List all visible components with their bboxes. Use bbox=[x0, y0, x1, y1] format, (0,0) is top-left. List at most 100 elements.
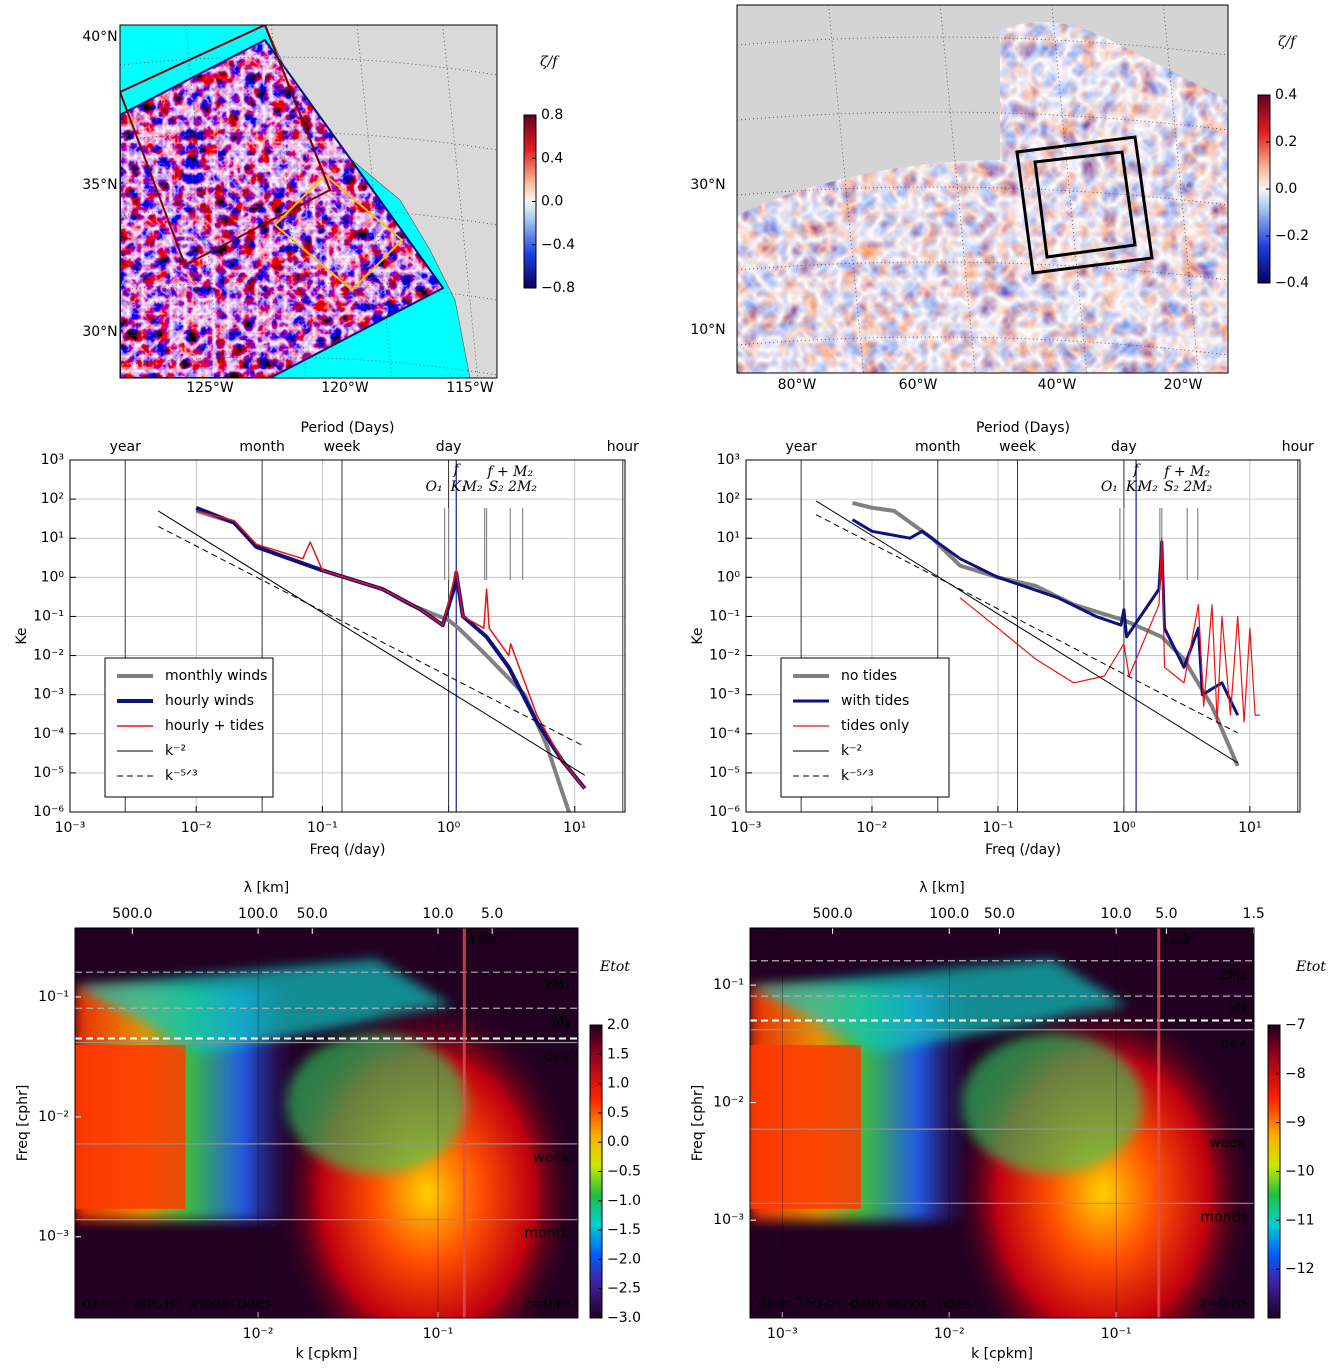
legend-label: hourly winds bbox=[165, 693, 254, 709]
colorbar-label: Etot bbox=[599, 959, 630, 975]
spectrum-image: λsdr bbox=[750, 928, 1254, 1318]
top-axis-label: Period (Days) bbox=[976, 420, 1070, 436]
y-axis-label: Ke bbox=[14, 627, 30, 644]
y-tick-label: 10⁻³ bbox=[38, 1229, 69, 1245]
low-k-core bbox=[750, 1045, 861, 1209]
top-axis-label: λ [km] bbox=[244, 880, 289, 896]
colorbar-tick-label: 0.0 bbox=[541, 194, 563, 210]
colorbar-tick-label: −8 bbox=[1285, 1066, 1306, 1082]
colorbar-tick-label: −2.5 bbox=[607, 1281, 641, 1297]
tide-label: O₁ bbox=[1101, 479, 1118, 495]
x-tick-label: 10¹ bbox=[1238, 820, 1261, 836]
colorbar-tick-label: −0.5 bbox=[607, 1164, 641, 1180]
frequency-label: M₂ bbox=[1228, 1002, 1246, 1018]
frequency-label: 2M₂ bbox=[543, 978, 570, 994]
x-axis-label: Freq (/day) bbox=[310, 842, 386, 858]
note: dx = 1 km, HF winds, tides bbox=[83, 1296, 271, 1312]
frequency-label: f bbox=[565, 1021, 571, 1037]
y-tick-label: 10⁻¹ bbox=[33, 608, 64, 624]
top-tick-label: week bbox=[999, 439, 1037, 455]
lat-label: 35°N bbox=[82, 177, 117, 193]
colorbar-tick-label: −1.0 bbox=[607, 1193, 641, 1209]
graticule bbox=[120, 281, 497, 301]
y-axis-label: Freq [cphr] bbox=[690, 1085, 706, 1162]
series-line bbox=[852, 500, 1240, 767]
frame bbox=[119, 24, 498, 379]
top-tick-label: 100.0 bbox=[929, 906, 969, 922]
x-axis-label: Freq (/day) bbox=[985, 842, 1061, 858]
lon-label: 40°W bbox=[1038, 377, 1077, 393]
tide-label: f bbox=[1133, 462, 1142, 478]
x-tick-label: 10⁰ bbox=[437, 820, 461, 836]
top-tick-label: day bbox=[1111, 439, 1137, 455]
colorbar-tick-label: 0.0 bbox=[1275, 181, 1297, 197]
tide-label: K₁ bbox=[450, 479, 467, 495]
y-tick-label: 10⁻⁶ bbox=[709, 804, 740, 820]
frame bbox=[745, 459, 1301, 813]
energy-blob bbox=[286, 1033, 468, 1174]
tide-label: S₂ bbox=[1164, 479, 1180, 495]
legend-box bbox=[780, 657, 950, 798]
top-tick-label: 50.0 bbox=[984, 906, 1015, 922]
map-body bbox=[737, 5, 1228, 373]
top-axis-label: λ [km] bbox=[919, 880, 964, 896]
lat-label: 30°N bbox=[82, 324, 117, 340]
map bbox=[736, 4, 1229, 374]
colorbar-tick-label: −0.4 bbox=[541, 237, 575, 253]
wave-band bbox=[75, 959, 453, 1053]
y-tick-label: 10⁻¹ bbox=[709, 608, 740, 624]
x-tick-label: 10⁻³ bbox=[55, 820, 86, 836]
legend-label: with tides bbox=[841, 693, 909, 709]
legend-label: k⁻⁵ᐟ³ bbox=[165, 768, 198, 784]
graticule bbox=[120, 56, 497, 76]
series-line bbox=[815, 514, 1238, 734]
legend-label: k⁻² bbox=[165, 743, 186, 759]
series-line bbox=[195, 505, 587, 790]
tide-label: 2M₂ bbox=[1182, 479, 1212, 495]
tide-label: S₂ bbox=[489, 479, 505, 495]
colorbar-tick-label: −2.0 bbox=[607, 1251, 641, 1267]
lon-label: 80°W bbox=[778, 377, 817, 393]
top-axis-label: Period (Days) bbox=[301, 420, 395, 436]
y-tick-label: 10⁻³ bbox=[33, 687, 64, 703]
colorbar-tick-label: −12 bbox=[1285, 1261, 1315, 1277]
frequency-label: week bbox=[533, 1150, 571, 1166]
colorbar-tick-label: 1.5 bbox=[607, 1046, 629, 1062]
lon-label: 120°W bbox=[321, 380, 369, 396]
series-line bbox=[851, 518, 1240, 716]
legend-label: tides only bbox=[841, 718, 909, 734]
lat-label: 40°N bbox=[82, 29, 117, 45]
y-tick-label: 10⁻⁶ bbox=[33, 804, 64, 820]
series-group bbox=[157, 505, 587, 812]
frequency-label: day bbox=[544, 1049, 570, 1065]
top-tick-label: year bbox=[110, 439, 141, 455]
legend-label: no tides bbox=[841, 668, 897, 684]
graticule bbox=[939, 5, 976, 373]
y-tick-label: 10⁻⁴ bbox=[33, 726, 64, 742]
top-tick-label: hour bbox=[1282, 439, 1314, 455]
colorbar-label: Etot bbox=[1295, 959, 1326, 975]
top-tick-label: 5.0 bbox=[1155, 906, 1177, 922]
x-tick-label: 10⁻¹ bbox=[307, 820, 338, 836]
frequency-label: month bbox=[525, 1226, 570, 1242]
frequency-label: month bbox=[1201, 1209, 1246, 1225]
colorbar-tick-label: 0.4 bbox=[541, 150, 563, 166]
series-line bbox=[157, 510, 586, 776]
y-tick-label: 10⁻¹ bbox=[38, 989, 69, 1005]
tide-label: f + M₂ bbox=[1163, 464, 1210, 480]
y-tick-label: 10⁻² bbox=[709, 648, 740, 664]
top-tick-label: 500.0 bbox=[112, 906, 152, 922]
frequency-label: M₂ bbox=[552, 1014, 570, 1030]
graticule bbox=[120, 206, 497, 226]
colorbar-tick-label: 0.4 bbox=[1275, 87, 1297, 103]
box-inner bbox=[1033, 150, 1137, 259]
x-tick-label: 10⁻¹ bbox=[423, 1326, 454, 1342]
colorbar-tick-label: −1.5 bbox=[607, 1222, 641, 1238]
graticule bbox=[120, 356, 497, 376]
top-tick-label: 50.0 bbox=[297, 906, 328, 922]
lat-label: 30°N bbox=[690, 177, 725, 193]
domain bbox=[120, 38, 445, 378]
lon-label: 125°W bbox=[186, 380, 234, 396]
depth: z=0 m bbox=[524, 1296, 570, 1312]
x-tick-label: 10⁻² bbox=[181, 820, 212, 836]
